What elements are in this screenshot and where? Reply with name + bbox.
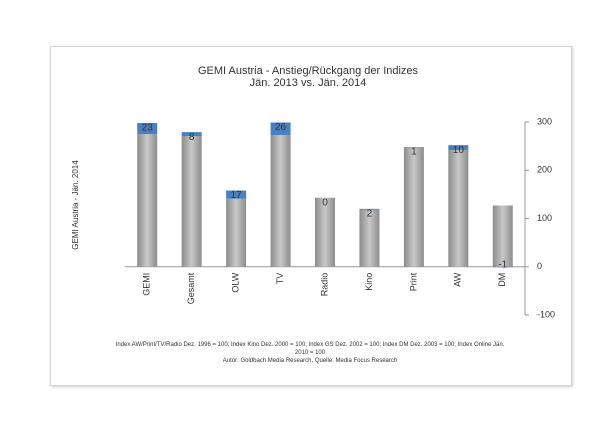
x-tick-label: Radio (319, 273, 329, 297)
x-tick-label: GEMI (142, 273, 152, 296)
bar-segment (270, 135, 291, 267)
x-tick-label: Gesamt (186, 272, 196, 304)
bar-segment (137, 122, 158, 135)
chart-subtitle: Jän. 2013 vs. Jän. 2014 (250, 77, 367, 89)
x-tick-label: DM (497, 273, 507, 287)
data-label: 23 (142, 123, 154, 134)
bar-segment (492, 205, 513, 267)
bar-segment (137, 134, 158, 267)
bar-segment (270, 122, 291, 136)
x-tick-label: AW (453, 272, 463, 287)
bar-segment (448, 145, 469, 150)
y-tick-label: 200 (537, 165, 552, 175)
bar-segment (181, 135, 202, 267)
data-label: -1 (498, 259, 507, 270)
bar-segment (226, 198, 247, 267)
data-label: 8 (189, 132, 195, 143)
y-tick-label: 0 (537, 261, 542, 271)
bar-segment (226, 190, 247, 199)
source: Autor: Goldbach Media Research, Quelle: … (222, 358, 398, 364)
bar-segment (448, 149, 469, 267)
y-tick-label: 300 (537, 116, 552, 126)
x-tick-label: TV (275, 273, 285, 285)
data-label: 1 (411, 147, 417, 158)
footnote: Index AW/Print/TV/Radio Dez. 1996 = 100;… (115, 342, 505, 356)
bar-segment (403, 147, 424, 267)
y-tick-label: 100 (537, 213, 552, 223)
x-tick-label: Kino (364, 273, 374, 291)
data-label: 17 (231, 190, 243, 201)
card (50, 46, 572, 386)
x-tick-label: Print (408, 272, 418, 291)
x-tick-label: OLW (230, 272, 240, 292)
bar-segment (359, 209, 380, 267)
y-tick-label: -100 (537, 309, 555, 319)
data-label: 10 (453, 145, 465, 156)
bar-segment (181, 132, 202, 136)
footnote-block: Index AW/Print/TV/Radio Dez. 1996 = 100;… (110, 341, 510, 365)
y-axis-label: GEMI Austria - Jän. 2014 (71, 160, 80, 250)
data-label: 2 (367, 208, 373, 219)
bar-segment (315, 197, 335, 267)
bar-segment (359, 208, 380, 210)
data-label: 0 (322, 197, 328, 208)
data-label: 26 (275, 122, 287, 133)
chart-title: GEMI Austria - Anstieg/Rückgang der Indi… (198, 65, 419, 77)
